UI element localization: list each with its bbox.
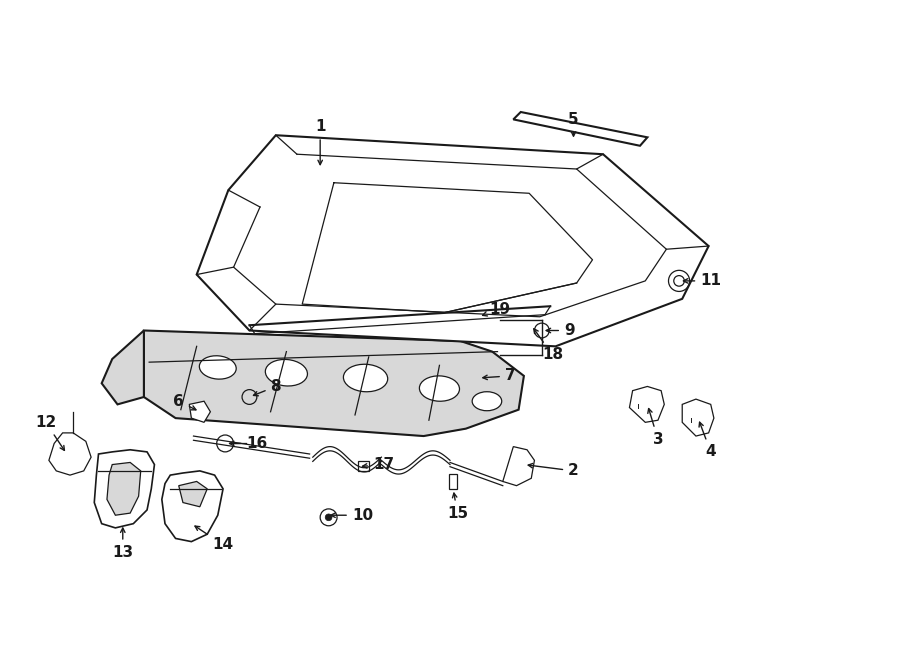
Polygon shape xyxy=(49,433,91,475)
Text: 3: 3 xyxy=(648,408,663,447)
Ellipse shape xyxy=(344,364,388,392)
Text: 18: 18 xyxy=(534,329,563,362)
Polygon shape xyxy=(629,387,664,422)
Circle shape xyxy=(325,514,332,521)
Text: 2: 2 xyxy=(528,463,579,479)
Polygon shape xyxy=(107,463,140,515)
Polygon shape xyxy=(189,401,211,422)
Ellipse shape xyxy=(266,360,308,386)
Ellipse shape xyxy=(199,356,236,379)
Text: 15: 15 xyxy=(446,493,468,521)
Text: 19: 19 xyxy=(482,302,510,317)
Polygon shape xyxy=(179,481,207,507)
Ellipse shape xyxy=(419,376,460,401)
Text: 1: 1 xyxy=(315,119,326,165)
Text: 10: 10 xyxy=(331,508,373,523)
Text: 13: 13 xyxy=(112,528,133,560)
Polygon shape xyxy=(682,399,714,436)
Ellipse shape xyxy=(472,392,501,410)
Text: 9: 9 xyxy=(546,323,574,338)
Bar xyxy=(358,461,369,471)
Polygon shape xyxy=(197,136,708,346)
Polygon shape xyxy=(503,447,535,486)
Text: 5: 5 xyxy=(568,112,579,136)
Bar xyxy=(449,474,457,489)
Text: 17: 17 xyxy=(363,457,394,472)
Text: 8: 8 xyxy=(254,379,281,396)
Text: 12: 12 xyxy=(35,415,65,450)
Polygon shape xyxy=(513,112,647,146)
Polygon shape xyxy=(162,471,223,541)
Text: 6: 6 xyxy=(174,394,196,410)
Polygon shape xyxy=(102,330,144,405)
Polygon shape xyxy=(94,449,155,528)
Text: 11: 11 xyxy=(683,274,721,288)
Text: 7: 7 xyxy=(482,368,516,383)
Text: 14: 14 xyxy=(195,526,234,553)
Polygon shape xyxy=(144,330,524,436)
Text: 4: 4 xyxy=(699,422,716,459)
Text: 16: 16 xyxy=(230,436,267,451)
